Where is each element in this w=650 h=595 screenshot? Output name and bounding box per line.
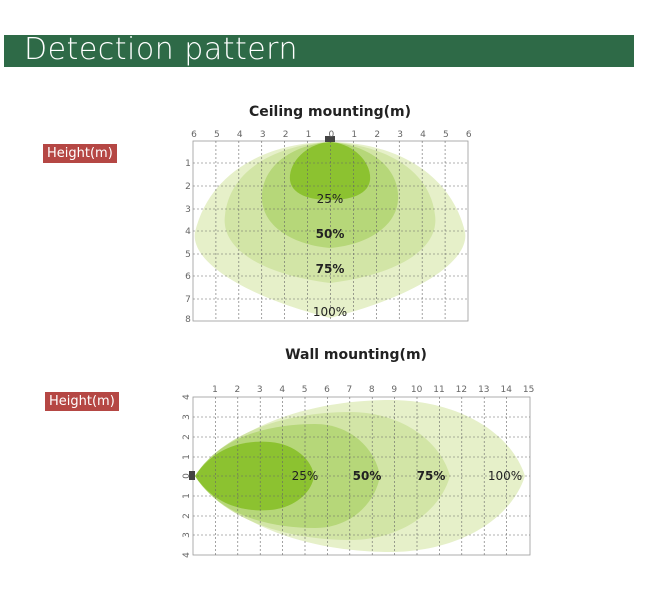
wall-y-ticks: 4 3 2 1 0 1 2 3 4	[182, 394, 192, 558]
x-tick-label: 11	[433, 385, 444, 395]
x-tick-label: 7	[347, 385, 353, 395]
y-tick-label: 4	[182, 552, 192, 558]
ceiling-x-ticks: 6 5 4 3 2 1 0 1 2 3 4 5 6	[191, 130, 472, 140]
x-tick-label: 5	[302, 385, 308, 395]
x-tick-label: 10	[411, 385, 423, 395]
ceiling-sensor-icon	[325, 136, 335, 142]
x-tick-label: 3	[397, 130, 403, 140]
x-tick-label: 1	[212, 385, 218, 395]
y-tick-label: 0	[182, 473, 192, 479]
x-tick-label: 12	[456, 385, 467, 395]
y-tick-label: 1	[182, 493, 192, 499]
y-tick-label: 4	[182, 394, 192, 400]
ceiling-grid-overlay	[193, 141, 468, 321]
ceiling-zone-25	[289, 142, 371, 200]
ceiling-label-100: 100%	[313, 305, 347, 319]
x-tick-label: 14	[500, 385, 512, 395]
wall-sensor-icon	[189, 471, 195, 480]
x-tick-label: 3	[260, 130, 266, 140]
header-bar: Detection pattern	[4, 32, 634, 67]
x-tick-label: 3	[257, 385, 263, 395]
y-tick-label: 3	[185, 205, 191, 215]
wall-label-75: 75%	[417, 469, 446, 483]
x-tick-label: 15	[523, 385, 534, 395]
ceiling-height-badge: Height(m)	[43, 144, 117, 163]
x-tick-label: 6	[466, 130, 472, 140]
wall-label-50: 50%	[353, 469, 382, 483]
x-tick-label: 5	[443, 130, 449, 140]
ceiling-title: Ceiling mounting(m)	[248, 104, 412, 120]
ceiling-label-25: 25%	[317, 192, 344, 206]
y-tick-label: 4	[185, 227, 191, 237]
wall-label-100: 100%	[488, 469, 522, 483]
y-tick-label: 1	[182, 454, 192, 460]
x-tick-label: 2	[374, 130, 380, 140]
x-tick-label: 9	[391, 385, 397, 395]
x-tick-label: 4	[279, 385, 285, 395]
wall-x-ticks: 1 2 3 4 5 6 7 8 9 10 11 12 13 14 15	[212, 385, 534, 395]
x-tick-label: 13	[478, 385, 489, 395]
wall-height-badge: Height(m)	[45, 392, 119, 411]
y-tick-label: 2	[182, 513, 192, 519]
x-tick-label: 5	[214, 130, 220, 140]
ceiling-label-75: 75%	[316, 262, 345, 276]
ceiling-label-50: 50%	[316, 227, 345, 241]
y-tick-label: 1	[185, 159, 191, 169]
x-tick-label: 1	[306, 130, 312, 140]
wall-zones	[195, 400, 525, 552]
wall-label-25: 25%	[292, 469, 319, 483]
y-tick-label: 7	[185, 295, 191, 305]
y-tick-label: 5	[185, 250, 191, 260]
x-tick-label: 6	[324, 385, 330, 395]
x-tick-label: 4	[420, 130, 426, 140]
x-tick-label: 6	[191, 130, 197, 140]
x-tick-label: 0	[329, 130, 335, 140]
wall-grid-overlay	[193, 397, 530, 555]
y-tick-label: 2	[182, 434, 192, 440]
y-tick-label: 3	[182, 414, 192, 420]
x-tick-label: 8	[369, 385, 375, 395]
page-title: Detection pattern	[24, 32, 299, 67]
y-tick-label: 2	[185, 182, 191, 192]
ceiling-y-ticks: 1 2 3 4 5 6 7 8	[185, 159, 191, 325]
y-tick-label: 8	[185, 315, 191, 325]
y-tick-label: 6	[185, 272, 191, 282]
x-tick-label: 2	[283, 130, 289, 140]
ceiling-diagram: 6 5 4 3 2 1 0 1 2 3 4 5 6 1 2 3 4 5 6 7 8 25% 50% 75% 100%	[185, 130, 472, 325]
x-tick-label: 1	[351, 130, 357, 140]
x-tick-label: 2	[235, 385, 241, 395]
y-tick-label: 3	[182, 532, 192, 538]
wall-title: Wall mounting(m)	[285, 347, 427, 363]
x-tick-label: 4	[237, 130, 243, 140]
